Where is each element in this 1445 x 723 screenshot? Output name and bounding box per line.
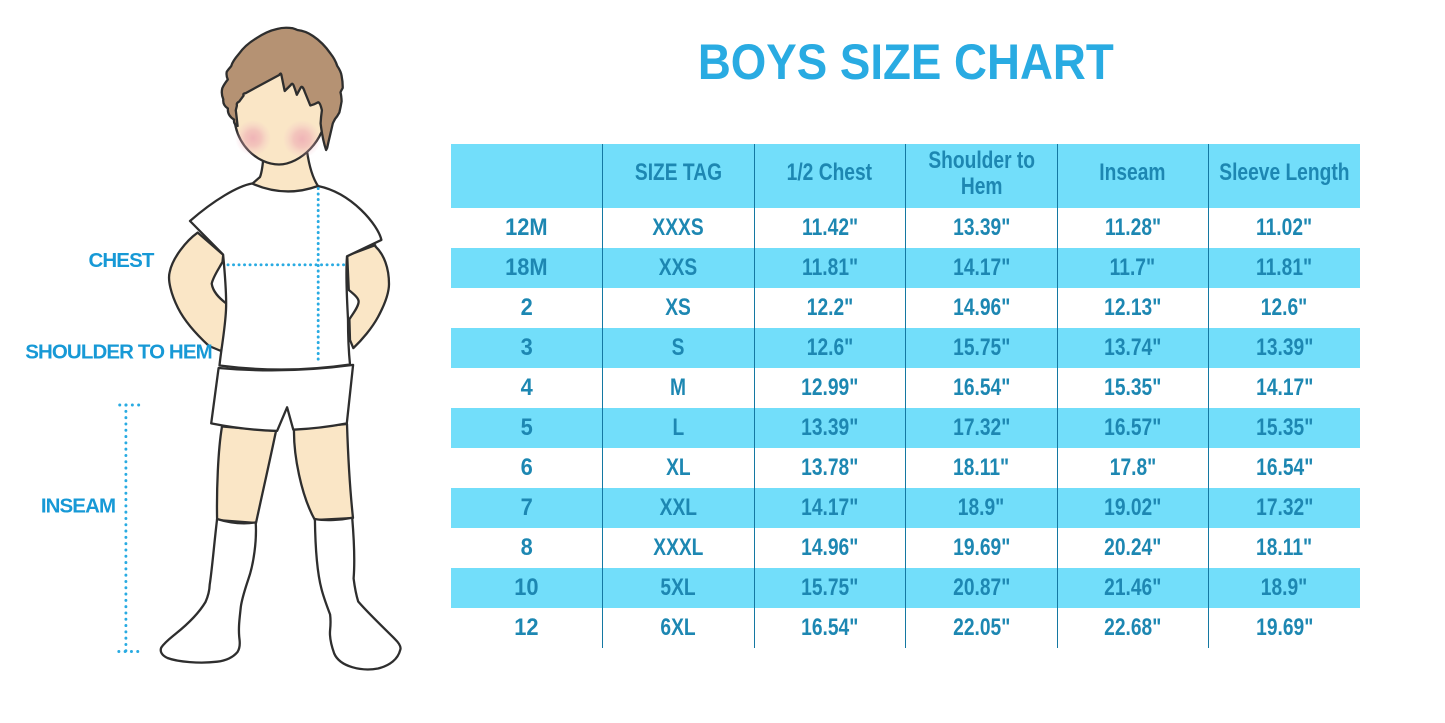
svg-text:SHOULDER TO HEM: SHOULDER TO HEM xyxy=(25,341,212,364)
svg-text:INSEAM: INSEAM xyxy=(41,495,115,518)
svg-text:CHEST: CHEST xyxy=(89,249,155,272)
